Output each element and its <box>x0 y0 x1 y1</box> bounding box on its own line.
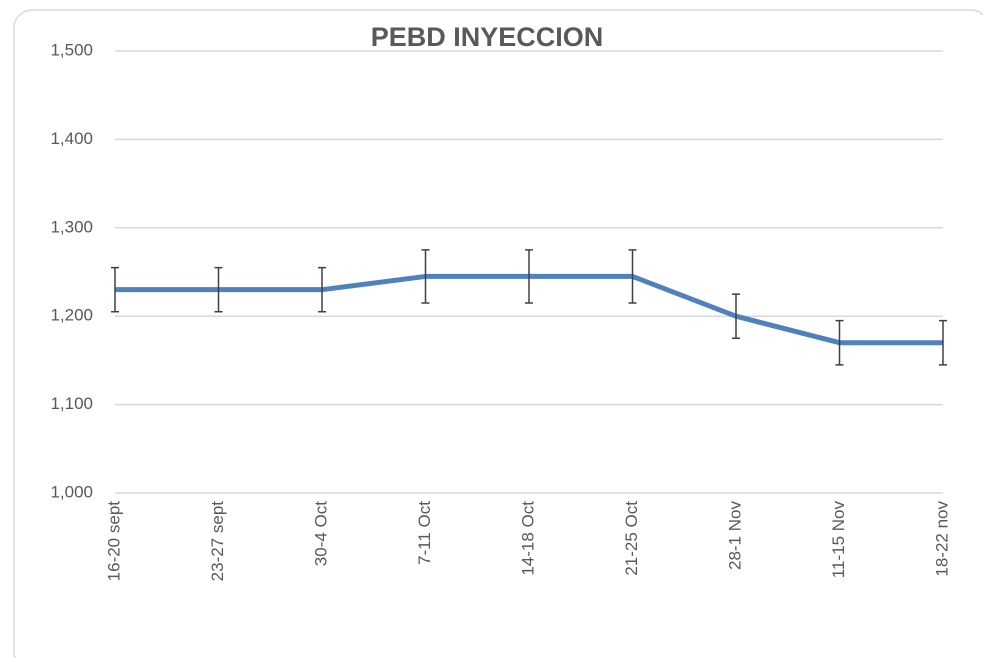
x-tick-label: 14-18 Oct <box>518 501 537 576</box>
error-bar <box>628 249 637 304</box>
x-tick-label: 30-4 Oct <box>311 501 330 566</box>
y-tick-label: 1,400 <box>50 129 93 148</box>
error-bar <box>421 249 430 304</box>
y-tick-label: 1,300 <box>50 217 93 236</box>
error-bar <box>214 266 223 313</box>
chart-title: PEBD INYECCION <box>371 22 604 52</box>
x-tick-label: 23-27 sept <box>208 501 227 582</box>
x-tick-label: 16-20 sept <box>104 501 123 582</box>
x-tick-label: 7-11 Oct <box>415 501 434 565</box>
error-bar <box>835 319 844 366</box>
error-bar <box>732 293 740 340</box>
error-bar <box>111 266 119 313</box>
x-tick-label: 11-15 Nov <box>829 501 848 579</box>
x-tick-label: 28-1 Nov <box>725 501 744 570</box>
error-bar <box>525 249 533 304</box>
error-bar <box>939 319 947 366</box>
y-tick-label: 1,100 <box>50 394 93 413</box>
x-tick-label: 18-22 nov <box>932 501 951 577</box>
y-tick-label: 1,000 <box>50 482 93 501</box>
y-tick-label: 1,200 <box>50 306 93 325</box>
y-tick-label: 1,500 <box>50 40 93 59</box>
error-bar <box>318 266 326 313</box>
x-tick-label: 21-25 Oct <box>622 501 641 576</box>
chart-frame <box>13 9 983 658</box>
